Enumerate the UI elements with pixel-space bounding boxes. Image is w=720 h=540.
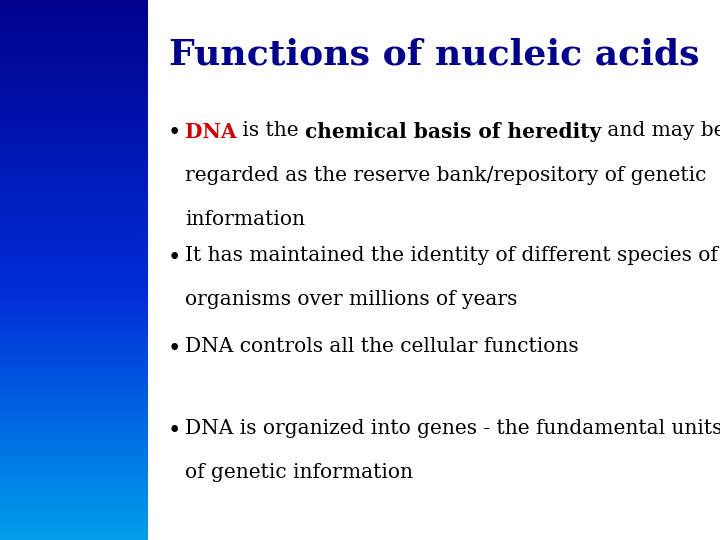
Text: organisms over millions of years: organisms over millions of years [185, 290, 517, 309]
Text: •: • [168, 122, 181, 145]
Text: •: • [168, 246, 181, 269]
Text: regarded as the reserve bank/repository of genetic: regarded as the reserve bank/repository … [185, 166, 706, 185]
Text: Functions of nucleic acids: Functions of nucleic acids [168, 38, 699, 72]
Text: chemical basis of heredity: chemical basis of heredity [305, 122, 601, 141]
Text: It has maintained the identity of different species of: It has maintained the identity of differ… [185, 246, 718, 265]
Text: information: information [185, 210, 305, 229]
Text: and may be: and may be [601, 122, 720, 140]
Text: DNA: DNA [185, 122, 236, 141]
Text: DNA is organized into genes - the fundamental units: DNA is organized into genes - the fundam… [185, 418, 720, 437]
Text: DNA controls all the cellular functions: DNA controls all the cellular functions [185, 338, 578, 356]
Text: of genetic information: of genetic information [185, 463, 413, 482]
Text: is the: is the [236, 122, 305, 140]
Text: •: • [168, 418, 181, 442]
Text: •: • [168, 338, 181, 361]
